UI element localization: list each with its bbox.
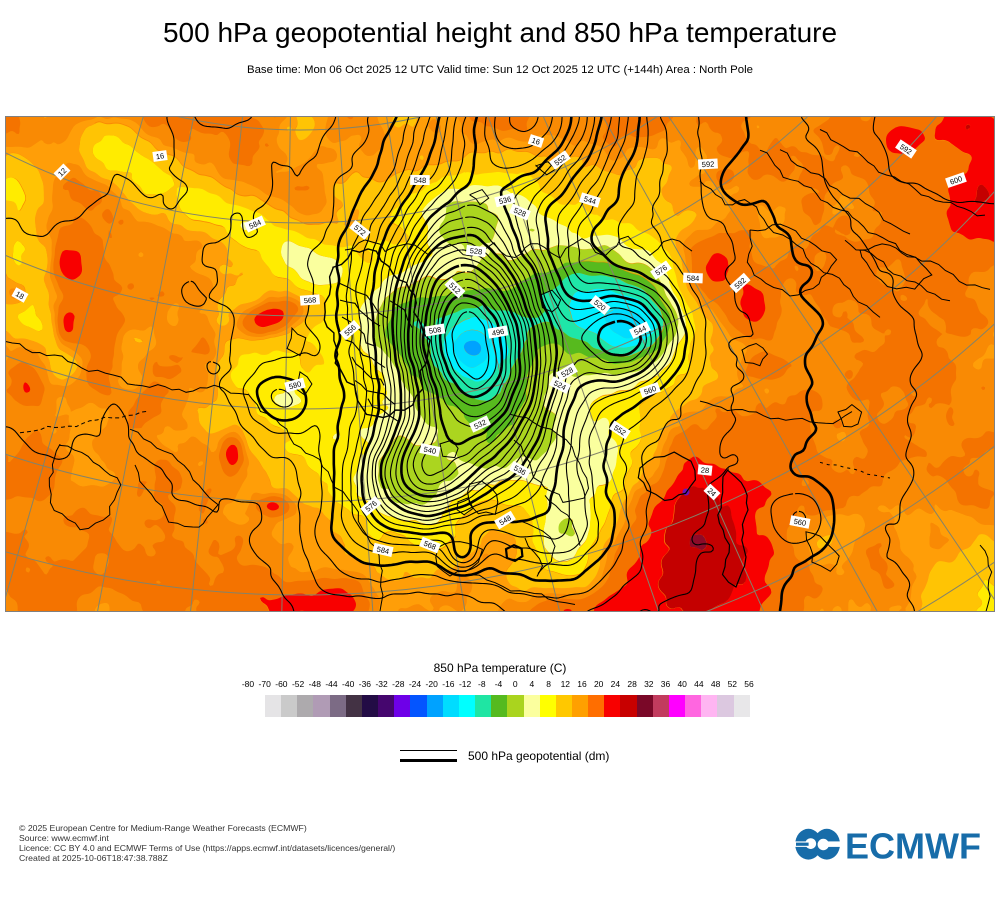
svg-text:28: 28 — [700, 465, 709, 475]
svg-text:536: 536 — [498, 194, 512, 206]
svg-text:528: 528 — [512, 206, 527, 219]
svg-text:584: 584 — [687, 274, 700, 283]
svg-text:496: 496 — [491, 327, 505, 338]
svg-text:560: 560 — [643, 384, 658, 397]
svg-text:568: 568 — [303, 295, 316, 305]
svg-text:580: 580 — [288, 379, 302, 391]
svg-text:16: 16 — [155, 151, 165, 161]
svg-text:508: 508 — [428, 325, 442, 336]
svg-text:600: 600 — [949, 174, 964, 187]
svg-text:592: 592 — [702, 159, 715, 169]
svg-text:16: 16 — [531, 136, 542, 147]
svg-text:584: 584 — [376, 544, 390, 556]
svg-text:ECMWF: ECMWF — [845, 826, 981, 866]
svg-text:18: 18 — [14, 289, 26, 301]
svg-text:560: 560 — [793, 517, 807, 528]
svg-text:540: 540 — [423, 445, 437, 456]
svg-text:528: 528 — [469, 246, 483, 256]
svg-text:544: 544 — [583, 194, 598, 206]
svg-text:548: 548 — [414, 176, 427, 185]
svg-text:568: 568 — [422, 539, 437, 552]
